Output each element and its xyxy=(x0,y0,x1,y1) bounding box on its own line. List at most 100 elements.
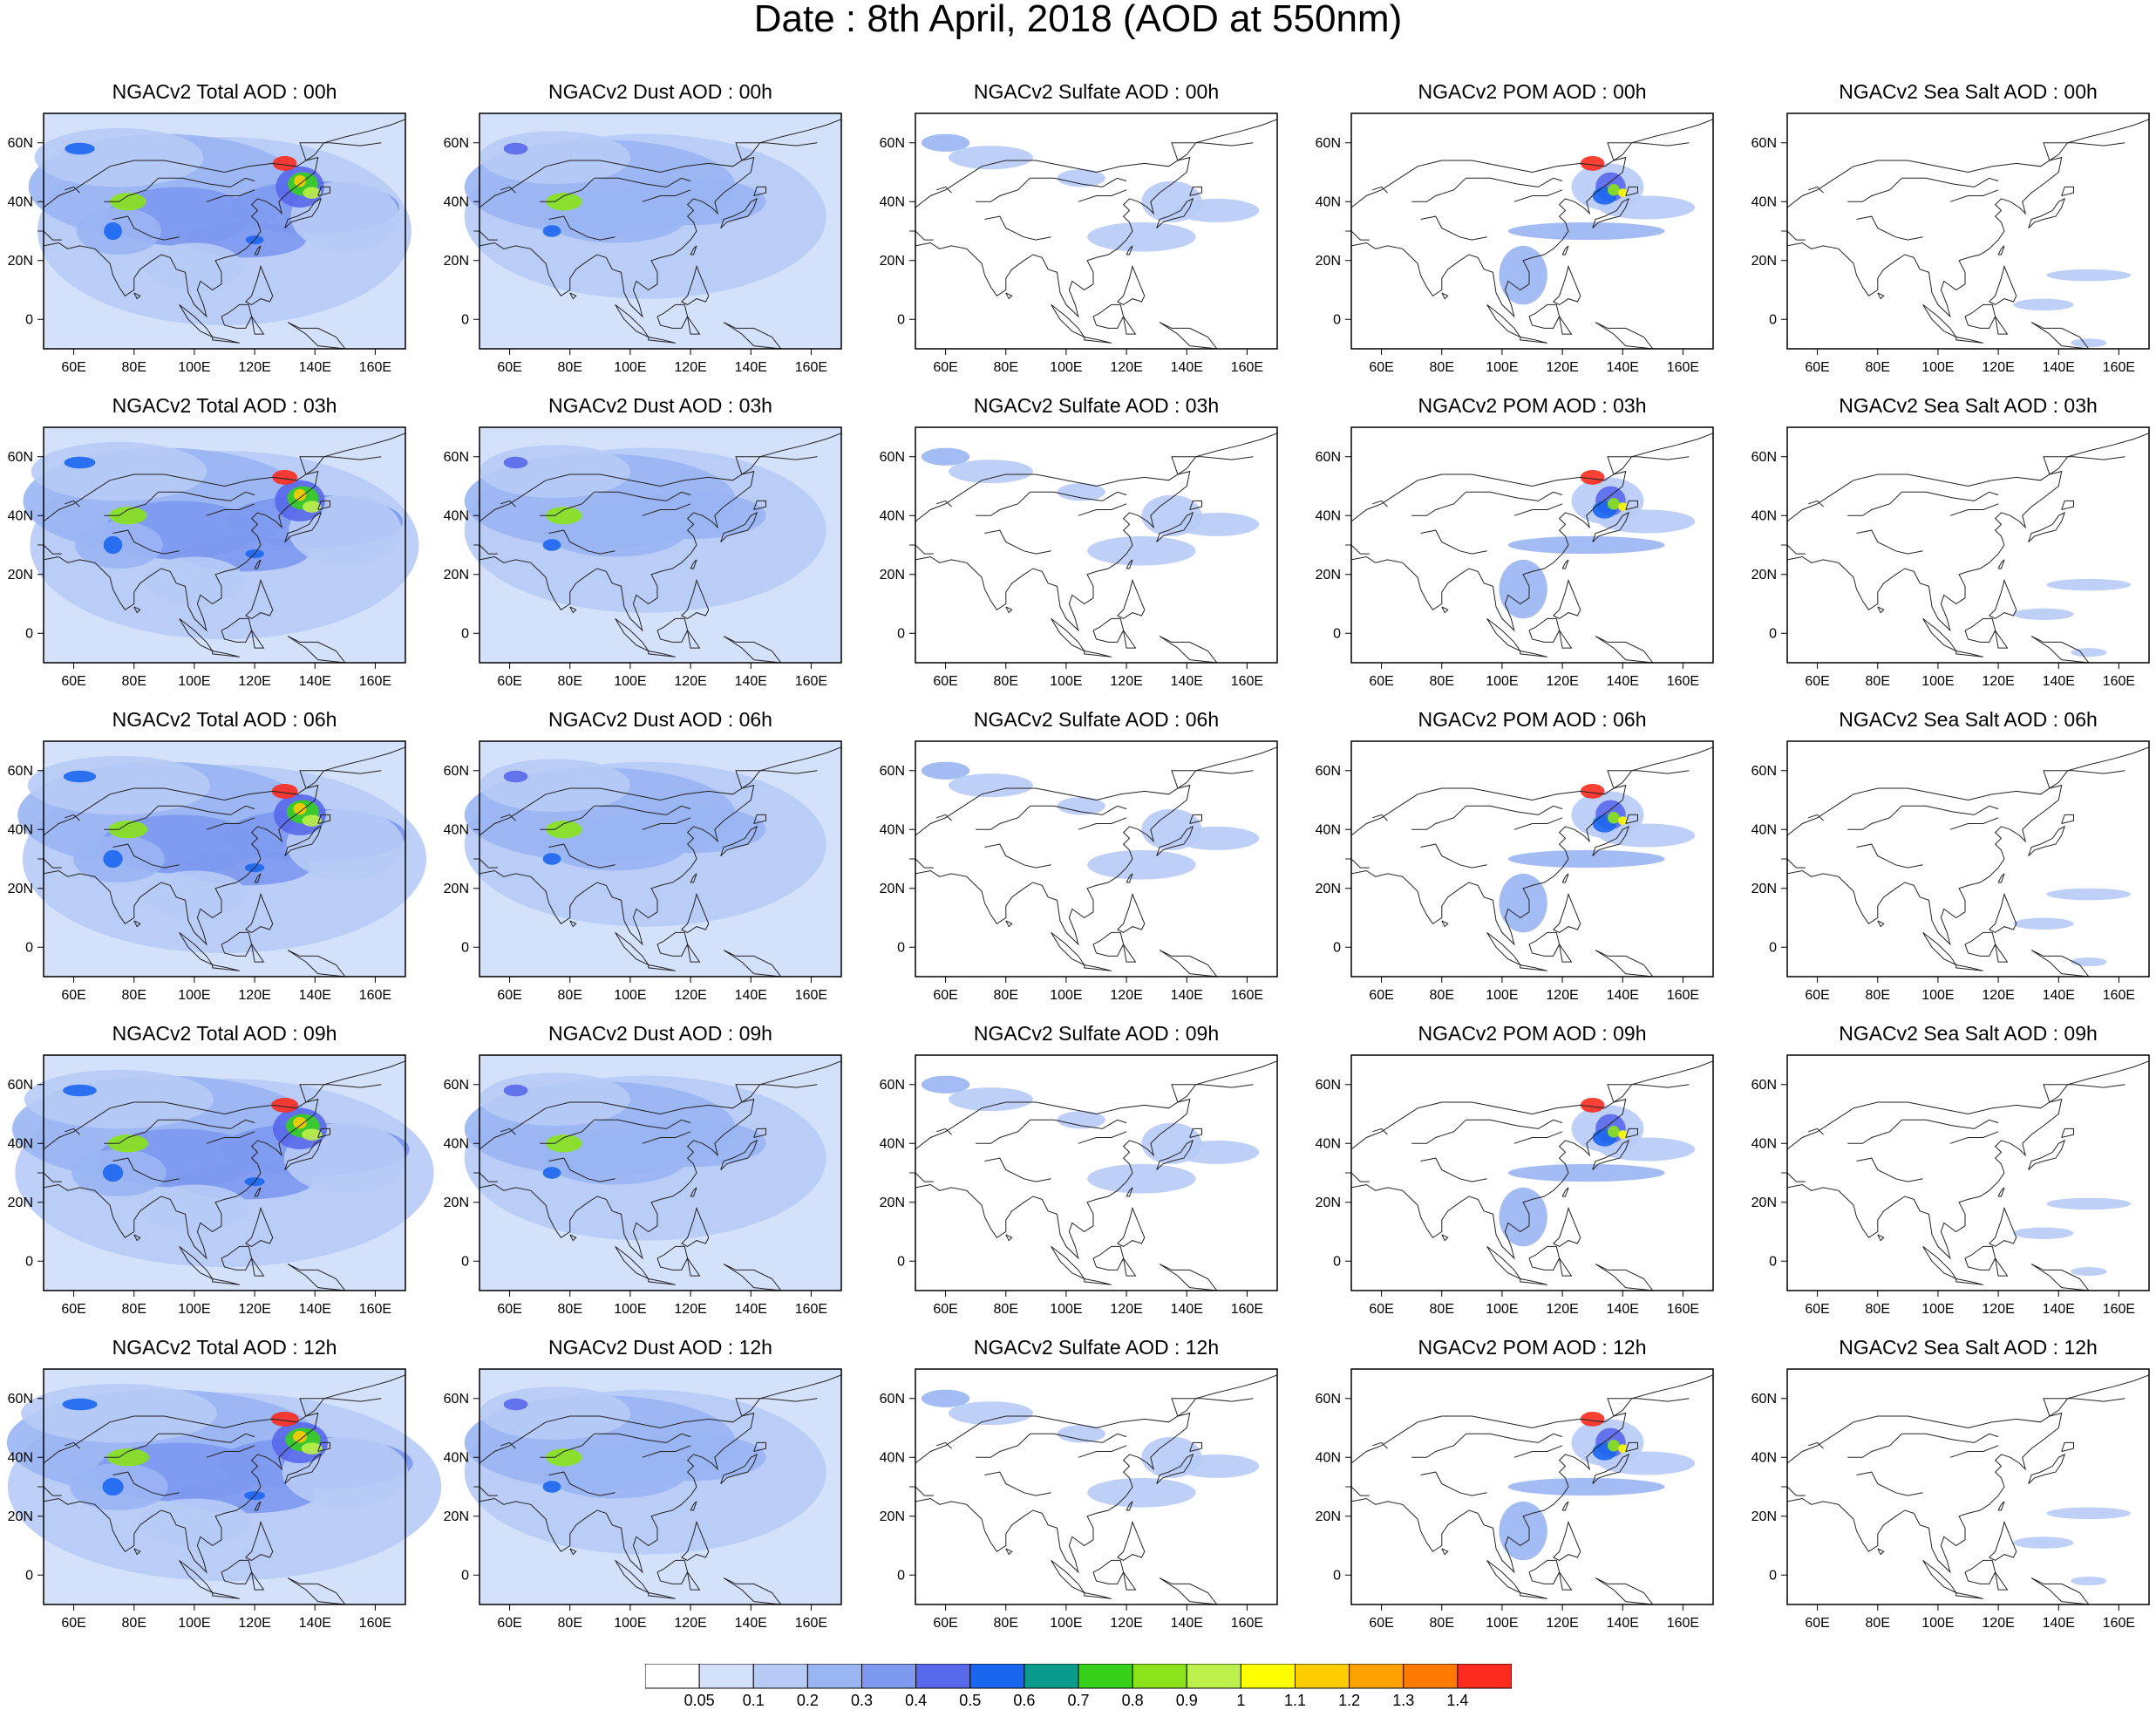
lon-tick-label: 160E xyxy=(795,988,827,1003)
aod-field xyxy=(273,156,297,171)
lon-tick-label: 160E xyxy=(2103,1616,2135,1631)
lon-tick-label: 80E xyxy=(122,1302,146,1317)
lat-tick-label: 40N xyxy=(1316,1136,1341,1151)
aod-field xyxy=(1608,498,1620,510)
aod-field xyxy=(543,539,561,551)
lon-tick-label: 160E xyxy=(359,360,391,375)
aod-field xyxy=(1499,1502,1547,1561)
lon-tick-label: 160E xyxy=(1667,360,1699,375)
colorbar-swatch xyxy=(1024,1664,1078,1688)
aod-field xyxy=(1499,874,1547,933)
lat-tick-label: 40N xyxy=(880,194,905,209)
lon-tick-label: 60E xyxy=(1805,988,1829,1003)
lat-tick-label: 40N xyxy=(1316,194,1341,209)
lon-tick-label: 140E xyxy=(735,1616,767,1631)
lon-tick-label: 60E xyxy=(1369,674,1393,689)
panel-title: NGACv2 Total AOD : 03h xyxy=(33,394,417,417)
aod-field xyxy=(1581,784,1605,799)
lon-tick-label: 100E xyxy=(1486,360,1518,375)
lon-tick-label: 60E xyxy=(497,1302,521,1317)
lat-tick-label: 20N xyxy=(1316,882,1341,896)
lon-tick-label: 100E xyxy=(178,1302,210,1317)
aod-field xyxy=(949,1401,1033,1425)
map-background xyxy=(1787,1369,2149,1604)
lon-tick-label: 120E xyxy=(674,674,706,689)
colorbar-label: 0.5 xyxy=(944,1692,996,1710)
lat-tick-label: 60N xyxy=(444,764,469,779)
aod-field xyxy=(479,131,630,184)
lat-tick-label: 0 xyxy=(461,1568,469,1583)
lat-tick-label: 60N xyxy=(8,1392,33,1407)
aod-field xyxy=(504,457,528,469)
colorbar-swatch xyxy=(862,1664,916,1688)
aod-field xyxy=(479,759,630,812)
lon-tick-label: 140E xyxy=(2043,674,2075,689)
lat-tick-label: 0 xyxy=(25,940,33,955)
aod-field xyxy=(2013,299,2073,311)
lon-tick-label: 140E xyxy=(735,1302,767,1317)
lon-tick-label: 100E xyxy=(1486,988,1518,1003)
lat-tick-label: 40N xyxy=(880,508,905,523)
lon-tick-label: 140E xyxy=(299,1302,331,1317)
lon-tick-label: 100E xyxy=(1050,1302,1082,1317)
lat-tick-label: 20N xyxy=(1751,1509,1777,1524)
map-background xyxy=(1787,427,2149,663)
lat-tick-label: 60N xyxy=(1316,1392,1341,1407)
aod-field xyxy=(103,1478,124,1495)
lon-tick-label: 80E xyxy=(994,988,1018,1003)
lon-tick-label: 100E xyxy=(1921,1302,1954,1317)
colorbar-label: 1 xyxy=(1214,1692,1267,1710)
colorbar-label: 0.7 xyxy=(1052,1692,1105,1710)
aod-field xyxy=(1508,1478,1665,1495)
lat-tick-label: 40N xyxy=(8,194,33,209)
lon-tick-label: 100E xyxy=(1921,1616,1954,1631)
lat-tick-label: 60N xyxy=(1316,1078,1341,1093)
aod-field xyxy=(949,1087,1033,1111)
lat-tick-label: 40N xyxy=(1316,1450,1341,1465)
aod-field xyxy=(104,536,123,554)
lat-tick-label: 40N xyxy=(1316,822,1341,837)
aod-field xyxy=(2071,957,2107,966)
lon-tick-label: 140E xyxy=(1607,1302,1639,1317)
panel-title: NGACv2 Sea Salt AOD : 06h xyxy=(1777,708,2156,731)
aod-field xyxy=(504,1085,528,1097)
aod-field xyxy=(2013,1536,2073,1549)
lon-tick-label: 80E xyxy=(558,1302,582,1317)
map-background xyxy=(1787,741,2149,977)
lat-tick-label: 0 xyxy=(1769,940,1777,955)
lon-tick-label: 120E xyxy=(1110,1616,1142,1631)
lon-tick-label: 80E xyxy=(994,674,1018,689)
lon-tick-label: 140E xyxy=(1607,1616,1639,1631)
lon-tick-label: 60E xyxy=(497,988,521,1003)
lon-tick-label: 100E xyxy=(614,674,646,689)
aod-field xyxy=(949,146,1033,169)
aod-field xyxy=(21,1384,217,1443)
lon-tick-label: 160E xyxy=(1667,1302,1699,1317)
lon-tick-label: 120E xyxy=(238,988,270,1003)
panel-title: NGACv2 Total AOD : 09h xyxy=(33,1022,417,1045)
lat-tick-label: 40N xyxy=(880,1136,905,1151)
lon-tick-label: 80E xyxy=(1866,360,1890,375)
lon-tick-label: 140E xyxy=(2043,1302,2075,1317)
lon-tick-label: 120E xyxy=(1546,1616,1578,1631)
lon-tick-label: 80E xyxy=(994,360,1018,375)
lon-tick-label: 60E xyxy=(1369,1302,1393,1317)
lat-tick-label: 0 xyxy=(1333,1568,1341,1583)
aod-field xyxy=(24,1070,214,1129)
panel-title: NGACv2 Sulfate AOD : 00h xyxy=(905,80,1289,103)
lon-tick-label: 100E xyxy=(614,988,646,1003)
lat-tick-label: 60N xyxy=(1316,450,1341,465)
lon-tick-label: 100E xyxy=(1050,360,1082,375)
lat-tick-label: 60N xyxy=(1751,136,1777,151)
aod-field xyxy=(139,1499,250,1546)
aod-field xyxy=(303,187,321,199)
